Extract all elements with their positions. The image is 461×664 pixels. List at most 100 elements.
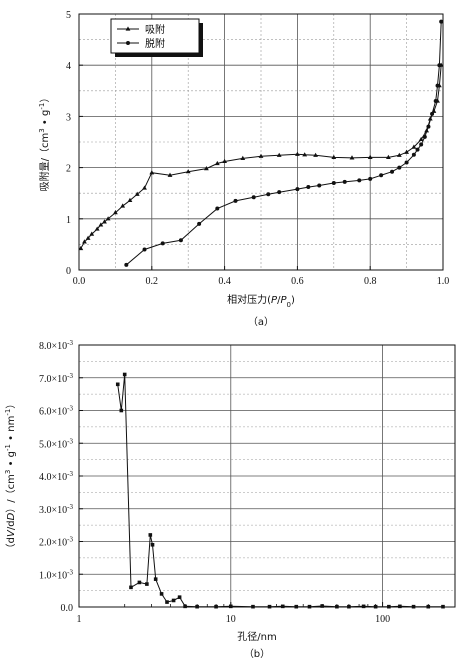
data-point xyxy=(426,604,431,609)
data-point xyxy=(258,153,264,158)
x-tick-label: 0.8 xyxy=(364,276,377,287)
data-point xyxy=(267,604,272,609)
data-point xyxy=(115,382,120,387)
data-point xyxy=(317,183,322,188)
data-point xyxy=(411,144,417,149)
data-point xyxy=(294,604,299,609)
legend-label: 吸附 xyxy=(145,23,165,36)
data-point xyxy=(215,206,220,211)
x-tick-label: 1 xyxy=(77,614,82,625)
data-point xyxy=(124,262,129,267)
data-point xyxy=(129,585,133,590)
data-point xyxy=(386,154,391,159)
data-point xyxy=(373,604,378,609)
data-point xyxy=(441,604,445,609)
data-point xyxy=(150,542,155,547)
x-tick-label: 100 xyxy=(375,614,390,625)
x-tick-label: 0.4 xyxy=(218,276,231,287)
data-point xyxy=(379,173,384,178)
data-point xyxy=(397,165,402,170)
y-tick-label: 7.0×10-3 xyxy=(39,372,73,385)
chart-b: 1 10 100 0.0 1.0×10-3 2.0×10-3 3.0×10-3 4.0×10-… xyxy=(4,339,456,660)
data-point xyxy=(411,604,416,609)
y-tick-label: 0 xyxy=(66,266,71,277)
data-point xyxy=(433,99,438,104)
data-point xyxy=(251,604,255,609)
data-point xyxy=(396,152,402,157)
series-adsorption xyxy=(78,62,444,251)
y-axis-title: （dV/dD）/（cm3 • g-1 • nm-1） xyxy=(4,399,17,554)
data-point xyxy=(398,604,402,609)
data-point xyxy=(214,604,218,609)
data-point xyxy=(307,604,312,609)
data-point xyxy=(418,136,424,142)
data-point xyxy=(361,604,366,609)
data-point xyxy=(320,604,324,608)
data-point xyxy=(437,63,442,68)
x-axis-title: 相对压力(P/P0) xyxy=(227,293,295,309)
data-point xyxy=(177,595,182,599)
data-point xyxy=(222,158,227,164)
data-point xyxy=(105,216,111,221)
data-point xyxy=(113,210,118,215)
data-point xyxy=(171,598,176,603)
x-tick-label: 0.2 xyxy=(146,276,159,287)
chart-b-grid xyxy=(78,344,455,608)
panel-label-b: （b） xyxy=(244,648,270,660)
y-tick-label: 0.0 xyxy=(61,603,74,614)
series-line xyxy=(117,374,443,608)
data-point xyxy=(82,239,87,244)
x-tick-label: 0.6 xyxy=(291,276,304,287)
data-point xyxy=(183,604,187,609)
data-point xyxy=(102,219,107,224)
series-desorption xyxy=(124,19,444,267)
data-point xyxy=(214,160,220,166)
data-point xyxy=(426,124,431,129)
y-tick-label: 3.0×10-3 xyxy=(39,503,73,516)
data-point xyxy=(439,19,444,24)
data-point xyxy=(390,169,395,174)
x-tick-label: 1.0 xyxy=(437,276,450,287)
data-point xyxy=(335,604,339,609)
data-point xyxy=(422,134,427,139)
data-point xyxy=(368,176,373,181)
y-tick-label: 3 xyxy=(66,112,71,123)
data-point xyxy=(276,152,282,157)
data-point xyxy=(127,197,133,202)
data-point xyxy=(357,178,362,183)
data-point xyxy=(178,238,183,243)
data-point xyxy=(404,149,409,154)
data-point xyxy=(306,185,311,190)
panel-label-a: （a） xyxy=(248,316,274,328)
data-point xyxy=(142,185,147,190)
data-point xyxy=(347,604,351,609)
data-point xyxy=(313,152,318,157)
data-point xyxy=(122,372,127,377)
data-point xyxy=(89,231,95,236)
legend-box xyxy=(110,18,200,54)
data-point xyxy=(165,600,169,604)
data-point xyxy=(125,26,131,31)
data-point xyxy=(430,111,435,116)
y-tick-label: 1.0×10-3 xyxy=(39,568,73,581)
data-point xyxy=(367,154,373,159)
data-point xyxy=(153,577,158,581)
x-tick-label: 10 xyxy=(226,614,236,625)
data-point xyxy=(295,151,300,156)
data-point xyxy=(195,604,199,609)
data-point xyxy=(145,582,149,586)
y-tick-label: 2 xyxy=(66,164,71,175)
y-tick-label: 6.0×10-3 xyxy=(39,405,73,418)
y-tick-label: 5.0×10-3 xyxy=(39,437,73,450)
chart-a-frame xyxy=(78,13,444,271)
data-point xyxy=(78,245,84,251)
y-tick-label: 8.0×10-3 xyxy=(39,339,73,352)
data-point xyxy=(404,160,409,165)
data-point xyxy=(98,222,104,227)
data-point xyxy=(204,166,209,171)
data-point xyxy=(167,172,173,177)
data-point xyxy=(331,180,336,185)
data-point xyxy=(159,592,164,596)
series-pore-distribution xyxy=(115,372,445,609)
